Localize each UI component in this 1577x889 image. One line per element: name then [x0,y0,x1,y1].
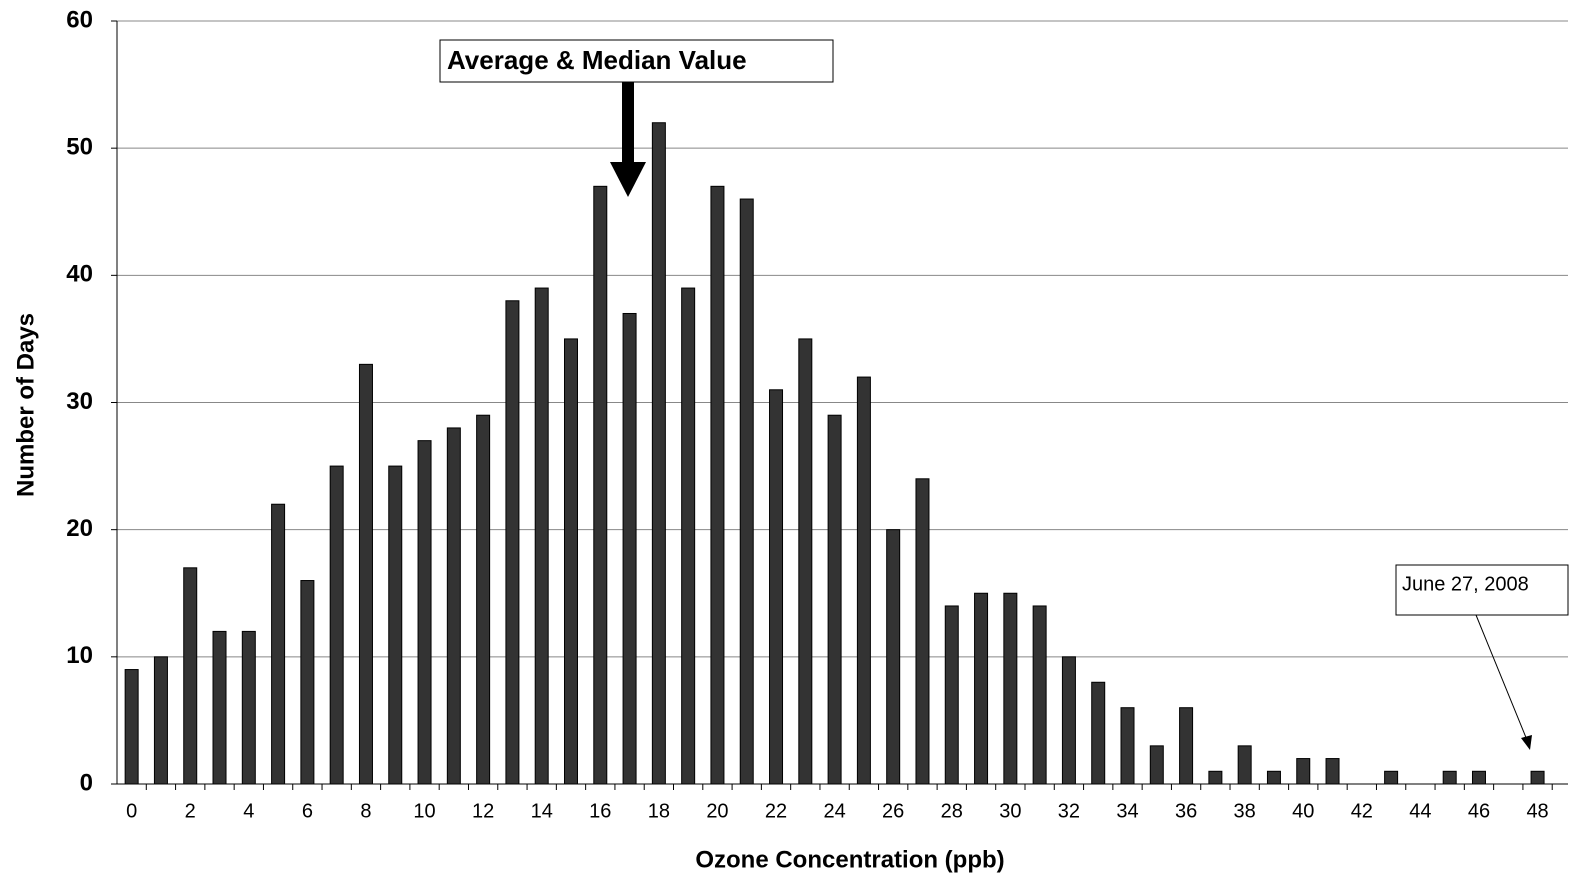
bar [915,478,930,785]
bar [1384,770,1399,785]
y-tick-label: 60 [66,6,93,33]
annotation-arrowhead [1521,735,1532,750]
bar [534,287,549,785]
x-tick-label: 46 [1468,800,1490,822]
bar [329,465,344,785]
bar [1091,681,1106,785]
x-tick-label: 24 [823,800,845,822]
x-tick-label: 2 [185,800,196,822]
bar [710,185,725,785]
bar [388,465,403,785]
bar [1442,770,1457,785]
x-tick-label: 38 [1234,800,1256,822]
y-tick-label: 10 [66,642,93,669]
x-tick-label: 8 [360,800,371,822]
bar [1296,758,1311,785]
y-tick-label: 30 [66,388,93,415]
annotation: June 27, 2008 [1402,573,1529,595]
x-axis-title: Ozone Concentration (ppb) [695,846,1004,873]
annotation-box [439,39,834,83]
bar [358,363,373,785]
y-tick-label: 0 [80,769,93,796]
bar [446,427,461,785]
x-tick-label: 12 [472,800,494,822]
x-tick-label: 16 [589,800,611,822]
y-tick-label: 50 [66,134,93,161]
bar [827,414,842,785]
bar [212,630,227,785]
bar [1208,770,1223,785]
x-tick-label: 14 [531,800,553,822]
bar [593,185,608,785]
x-tick-label: 36 [1175,800,1197,822]
bar [798,338,813,785]
bar [1149,745,1164,785]
y-tick-label: 20 [66,515,93,542]
bar [1530,770,1545,785]
annotation-arrowhead [610,162,646,197]
annotation-box [1395,564,1569,616]
bar [1061,656,1076,785]
bar [1237,745,1252,785]
x-tick-label: 34 [1116,800,1138,822]
bar [974,592,989,785]
bar [1032,605,1047,785]
x-tick-label: 22 [765,800,787,822]
bar [1120,707,1135,785]
x-tick-label: 6 [302,800,313,822]
x-tick-label: 20 [706,800,728,822]
bar [739,198,754,785]
bar [505,300,520,785]
x-tick-label: 40 [1292,800,1314,822]
annotation: Average & Median Value [447,45,747,75]
bar [124,669,139,785]
bar [681,287,696,785]
y-tick-label: 40 [66,261,93,288]
bar [271,503,286,785]
bar [651,122,666,785]
bar [856,376,871,785]
x-tick-label: 26 [882,800,904,822]
x-tick-label: 28 [941,800,963,822]
x-tick-label: 10 [413,800,435,822]
x-tick-label: 48 [1526,800,1548,822]
bar [417,440,432,785]
bar [153,656,168,785]
bar [886,529,901,785]
bar [1179,707,1194,785]
bar [1003,592,1018,785]
bar [769,389,784,785]
x-tick-label: 44 [1409,800,1431,822]
bar [1266,770,1281,785]
x-tick-label: 18 [648,800,670,822]
x-tick-label: 4 [243,800,254,822]
x-tick-label: 32 [1058,800,1080,822]
bar [183,567,198,785]
x-tick-label: 30 [999,800,1021,822]
bar [476,414,491,785]
bar [1471,770,1486,785]
bar [300,580,315,785]
x-tick-label: 42 [1351,800,1373,822]
bar [944,605,959,785]
y-axis-title: Number of Days [12,313,39,497]
bar [622,312,637,785]
annotation-arrow-shaft [622,82,634,164]
x-tick-label: 0 [126,800,137,822]
bar [1325,758,1340,785]
bar [241,630,256,785]
annotation-arrow-shaft [1475,614,1528,741]
bar [563,338,578,785]
